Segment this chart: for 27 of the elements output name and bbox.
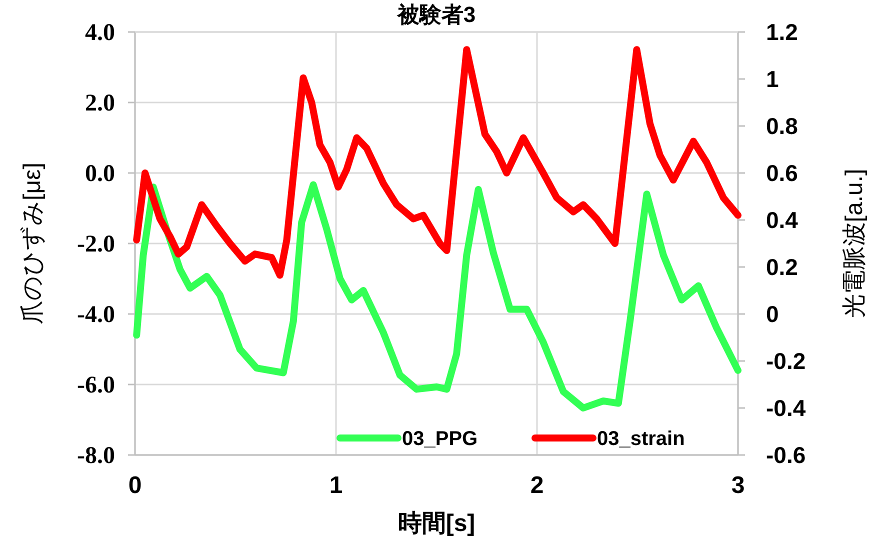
y2-tick-label: 0.8 bbox=[766, 113, 798, 139]
x-tick-label: 2 bbox=[530, 472, 544, 499]
y-axis-title: 爪のひずみ[με] bbox=[19, 162, 46, 324]
y2-axis-title: 光電脈波[a.u.] bbox=[841, 168, 868, 318]
y2-tick-label: 0.2 bbox=[766, 254, 798, 280]
chart-title: 被験者3 bbox=[396, 2, 476, 27]
y-tick-label: -6.0 bbox=[77, 372, 115, 398]
y2-tick-label: -0.2 bbox=[766, 348, 806, 374]
y2-tick-label: -0.4 bbox=[766, 395, 806, 421]
x-axis-title: 時間[s] bbox=[398, 510, 476, 537]
legend-label: 03_PPG bbox=[402, 428, 478, 450]
y-tick-label: -4.0 bbox=[77, 302, 115, 328]
y-tick-label: -2.0 bbox=[77, 232, 115, 258]
x-tick-label: 0 bbox=[128, 472, 142, 499]
y-tick-label: -8.0 bbox=[77, 443, 115, 469]
y2-tick-label: 1 bbox=[766, 66, 779, 92]
y-tick-label: 2.0 bbox=[85, 90, 115, 116]
y2-tick-label: 1.2 bbox=[766, 19, 798, 45]
x-tick-label: 3 bbox=[731, 472, 745, 499]
y2-tick-label: 0 bbox=[766, 301, 779, 327]
y2-tick-label: 0.4 bbox=[766, 207, 798, 233]
y2-tick-label: 0.6 bbox=[766, 160, 798, 186]
y-tick-label: 4.0 bbox=[85, 20, 115, 46]
x-tick-label: 1 bbox=[329, 472, 343, 499]
y2-tick-label: -0.6 bbox=[766, 442, 806, 468]
legend-label: 03_strain bbox=[597, 428, 685, 450]
y-tick-label: 0.0 bbox=[85, 161, 115, 187]
